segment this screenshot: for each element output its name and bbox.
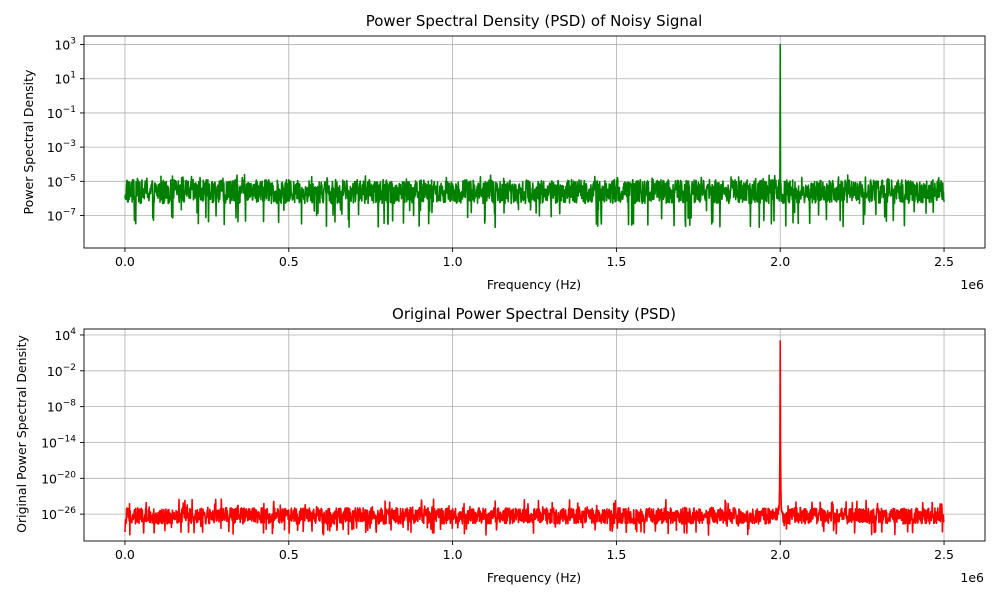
chart-title: Power Spectral Density (PSD) of Noisy Si… <box>366 12 703 30</box>
x-offset-label: 1e6 <box>960 277 984 292</box>
grid <box>84 36 985 248</box>
y-tick-label: 10−26 <box>41 506 76 522</box>
series-line <box>124 43 945 229</box>
y-axis-label: Original Power Spectral Density <box>14 335 29 533</box>
x-tick-label: 1.5 <box>606 254 626 269</box>
y-tick-label: 10−5 <box>47 173 76 189</box>
x-tick-label: 2.5 <box>934 547 954 562</box>
plot-frame <box>83 328 986 542</box>
x-tick-label: 0.0 <box>115 254 135 269</box>
y-tick-label: 104 <box>54 327 76 343</box>
chart-noisy-psd: Power Spectral Density (PSD) of Noisy Si… <box>21 12 986 292</box>
y-tick-label: 10−14 <box>41 434 76 450</box>
x-axis-label: Frequency (Hz) <box>487 570 581 585</box>
x-tick-label: 1.5 <box>606 547 626 562</box>
x-axis-label: Frequency (Hz) <box>487 277 581 292</box>
y-tick-label: 10−3 <box>47 139 76 155</box>
x-tick-label: 2.0 <box>770 547 790 562</box>
y-tick-label: 10−2 <box>47 363 76 379</box>
series-line <box>124 340 945 536</box>
chart-original-psd: Original Power Spectral Density (PSD) 0.… <box>14 305 986 585</box>
x-tick-label: 1.0 <box>443 254 463 269</box>
x-tick-label: 2.0 <box>770 254 790 269</box>
y-tick-label: 10−7 <box>47 208 76 224</box>
x-tick-label: 1.0 <box>443 547 463 562</box>
data-layer <box>124 43 945 229</box>
y-axis-ticks: 103 101 10−1 10−3 10−5 10−7 <box>47 37 84 224</box>
y-tick-label: 101 <box>54 71 76 87</box>
x-tick-label: 0.0 <box>115 547 135 562</box>
y-tick-label: 10−20 <box>41 470 76 486</box>
x-tick-label: 2.5 <box>934 254 954 269</box>
y-axis-label: Power Spectral Density <box>21 69 36 214</box>
y-tick-label: 103 <box>54 37 76 53</box>
y-axis-ticks: 104 10−2 10−8 10−14 10−20 10−26 <box>41 327 84 522</box>
data-layer <box>124 340 945 536</box>
x-tick-label: 0.5 <box>279 254 299 269</box>
y-tick-label: 10−8 <box>47 399 76 415</box>
y-tick-label: 10−1 <box>47 105 76 121</box>
x-tick-label: 0.5 <box>279 547 299 562</box>
x-offset-label: 1e6 <box>960 570 984 585</box>
plot-frame <box>83 35 986 249</box>
x-axis-ticks: 0.0 0.5 1.0 1.5 2.0 2.5 <box>115 541 954 562</box>
grid <box>84 329 985 541</box>
chart-title: Original Power Spectral Density (PSD) <box>392 305 676 323</box>
x-axis-ticks: 0.0 0.5 1.0 1.5 2.0 2.5 <box>115 248 954 269</box>
